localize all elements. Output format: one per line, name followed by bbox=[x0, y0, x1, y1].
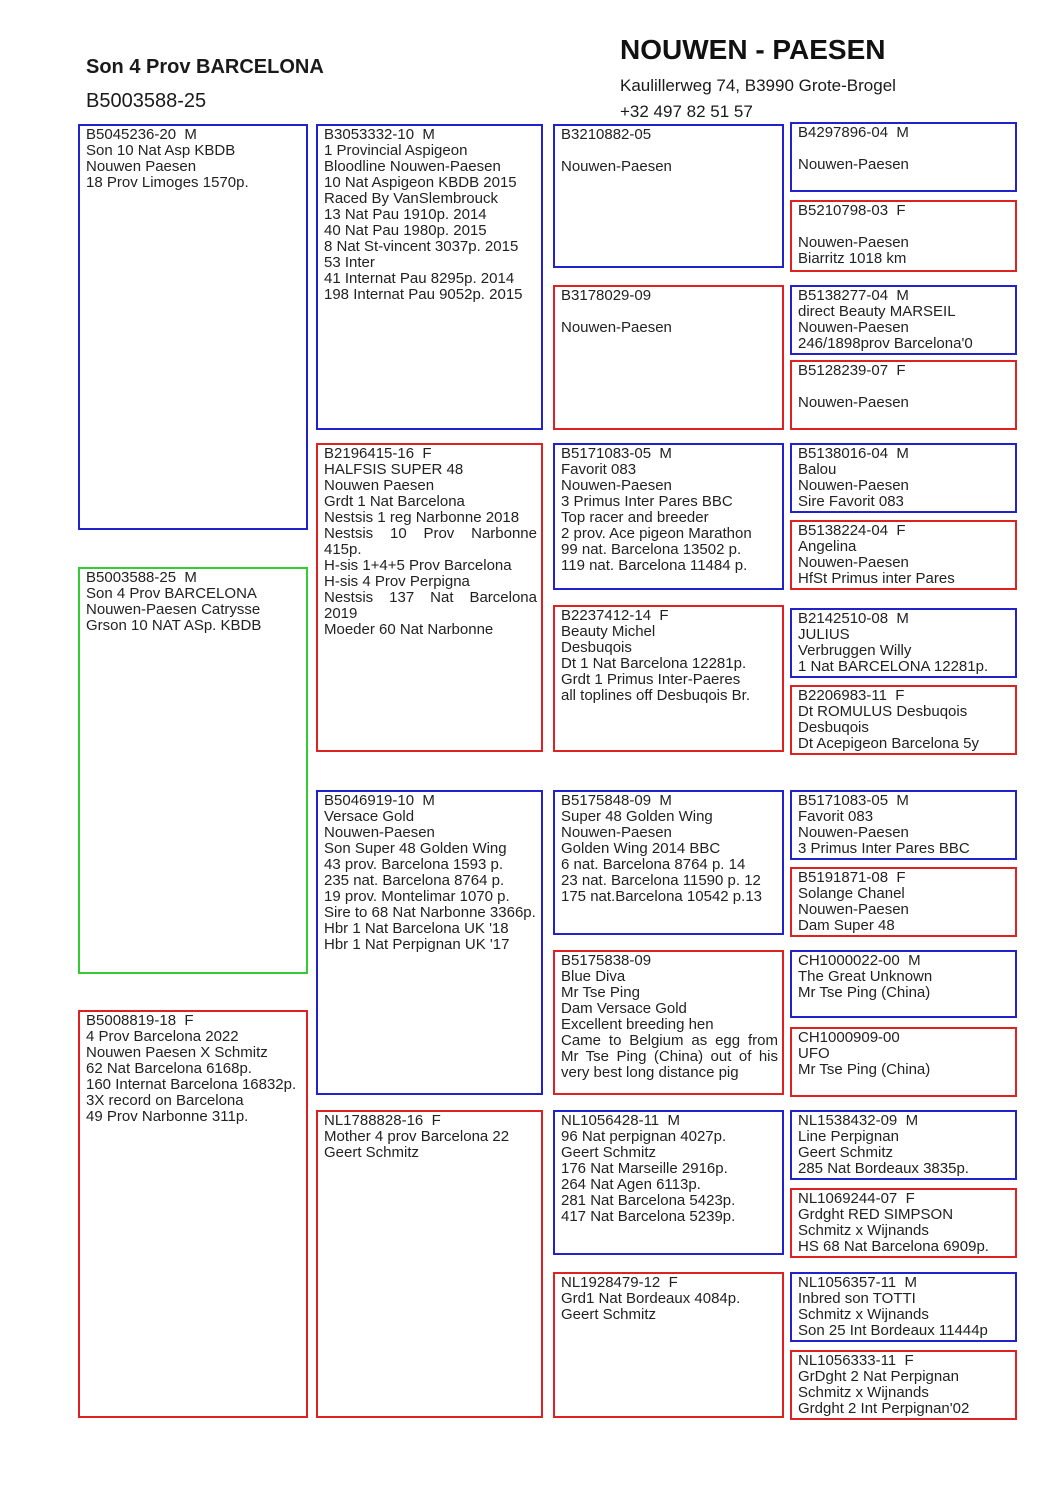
pedigree-box-dam: NL1788828-16 F Mother 4 prov Barcelona 2… bbox=[316, 1110, 543, 1418]
pedigree-box-sire: B3053332-10 M 1 Provincial Aspigeon Bloo… bbox=[316, 124, 543, 430]
ring-number: B2196415-16 F bbox=[324, 445, 432, 462]
pedigree-box-dam: CH1000909-00 UFO Mr Tse Ping (China) bbox=[790, 1027, 1017, 1097]
pigeon-details: Favorit 083 Nouwen-Paesen 3 Primus Inter… bbox=[798, 808, 970, 857]
pedigree-box-dam: B5210798-03 F Nouwen-Paesen Biarritz 101… bbox=[790, 200, 1017, 272]
pedigree-box-sire: B3210882-05 Nouwen-Paesen bbox=[553, 124, 784, 268]
pigeon-details: Line Perpignan Geert Schmitz 285 Nat Bor… bbox=[798, 1128, 969, 1177]
pigeon-details: Solange Chanel Nouwen-Paesen Dam Super 4… bbox=[798, 885, 909, 934]
pigeon-details: HALFSIS SUPER 48 Nouwen Paesen Grdt 1 Na… bbox=[324, 461, 537, 638]
pigeon-details: Grd1 Nat Bordeaux 4084p. Geert Schmitz bbox=[561, 1290, 741, 1323]
ring-number: B5191871-08 F bbox=[798, 869, 906, 886]
ring-number: B2206983-11 F bbox=[798, 687, 905, 704]
pigeon-details: Nouwen-Paesen bbox=[798, 394, 909, 411]
pigeon-details: Balou Nouwen-Paesen Sire Favorit 083 bbox=[798, 461, 909, 510]
ring-number: NL1069244-07 F bbox=[798, 1190, 915, 1207]
ring-number: NL1056428-11 M bbox=[561, 1112, 680, 1129]
pedigree-box-sire: NL1056428-11 M 96 Nat perpignan 4027p. G… bbox=[553, 1110, 784, 1255]
ring-number: NL1056333-11 F bbox=[798, 1352, 914, 1369]
ring-number: B5138224-04 F bbox=[798, 522, 906, 539]
pedigree-box-subject: B5003588-25 M Son 4 Prov BARCELONA Nouwe… bbox=[78, 567, 308, 974]
pigeon-details: JULIUS Verbruggen Willy 1 Nat BARCELONA … bbox=[798, 626, 989, 675]
pedigree-box-dam: B2196415-16 F HALFSIS SUPER 48 Nouwen Pa… bbox=[316, 443, 543, 752]
pedigree-box-sire: NL1056357-11 M Inbred son TOTTI Schmitz … bbox=[790, 1272, 1017, 1342]
ring-number: B5046919-10 M bbox=[324, 792, 435, 809]
pigeon-details: 96 Nat perpignan 4027p. Geert Schmitz 17… bbox=[561, 1128, 736, 1225]
ring-number: B5171083-05 M bbox=[561, 445, 672, 462]
ring-number: B2142510-08 M bbox=[798, 610, 909, 627]
pigeon-details: Nouwen-Paesen bbox=[561, 319, 672, 336]
pedigree-box-dam: B2206983-11 F Dt ROMULUS Desbuqois Desbu… bbox=[790, 685, 1017, 755]
pigeon-details: Super 48 Golden Wing Nouwen-Paesen Golde… bbox=[561, 808, 762, 905]
pigeon-details: 1 Provincial Aspigeon Bloodline Nouwen-P… bbox=[324, 142, 523, 303]
ring-number: B5171083-05 M bbox=[798, 792, 909, 809]
pigeon-details: GrDght 2 Nat Perpignan Schmitz x Wijnand… bbox=[798, 1368, 970, 1417]
pigeon-details: Son 4 Prov BARCELONA Nouwen-Paesen Catry… bbox=[86, 585, 262, 634]
pigeon-details: Beauty Michel Desbuqois Dt 1 Nat Barcelo… bbox=[561, 623, 751, 704]
ring-number: B5003588-25 M bbox=[86, 569, 197, 586]
ring-number: NL1056357-11 M bbox=[798, 1274, 917, 1291]
ring-number: B5138277-04 M bbox=[798, 287, 909, 304]
ring-number: B5128239-07 F bbox=[798, 362, 906, 379]
pedigree-box-sire: CH1000022-00 M The Great Unknown Mr Tse … bbox=[790, 950, 1017, 1018]
pigeon-details: Favorit 083 Nouwen-Paesen 3 Primus Inter… bbox=[561, 461, 752, 574]
pigeon-details: Grdght RED SIMPSON Schmitz x Wijnands HS… bbox=[798, 1206, 989, 1255]
pigeon-details: Nouwen-Paesen bbox=[798, 156, 909, 173]
pedigree-box-sire: B5046919-10 M Versace Gold Nouwen-Paesen… bbox=[316, 790, 543, 1095]
pigeon-details: The Great Unknown Mr Tse Ping (China) bbox=[798, 968, 933, 1001]
ring-number: B3178029-09 bbox=[561, 287, 652, 304]
pedigree-box-sire: B5171083-05 M Favorit 083 Nouwen-Paesen … bbox=[553, 443, 784, 590]
pedigree-box-sire: B5138277-04 M direct Beauty MARSEIL Nouw… bbox=[790, 285, 1017, 355]
pigeon-details: Nouwen-Paesen Biarritz 1018 km bbox=[798, 234, 909, 267]
ring-number: CH1000022-00 M bbox=[798, 952, 921, 969]
pigeon-details: Mother 4 prov Barcelona 22 Geert Schmitz bbox=[324, 1128, 510, 1161]
ring-number: NL1788828-16 F bbox=[324, 1112, 441, 1129]
ring-number: B3053332-10 M bbox=[324, 126, 435, 143]
pedigree-box-dam: B3178029-09 Nouwen-Paesen bbox=[553, 285, 784, 430]
pigeon-details: direct Beauty MARSEIL Nouwen-Paesen 246/… bbox=[798, 303, 973, 352]
pigeon-details: Nouwen-Paesen bbox=[561, 158, 672, 175]
ring-number: B5175838-09 bbox=[561, 952, 652, 969]
ring-number: B4297896-04 M bbox=[798, 124, 909, 141]
pedigree-box-dam: B5175838-09 Blue Diva Mr Tse Ping Dam Ve… bbox=[553, 950, 784, 1095]
pedigree-box-sire: NL1538432-09 M Line Perpignan Geert Schm… bbox=[790, 1110, 1017, 1180]
pedigree-box-sire: B5175848-09 M Super 48 Golden Wing Nouwe… bbox=[553, 790, 784, 935]
pigeon-details: Dt ROMULUS Desbuqois Desbuqois Dt Acepig… bbox=[798, 703, 979, 752]
loft-name: NOUWEN - PAESEN bbox=[620, 34, 886, 65]
pedigree-box-dam: NL1056333-11 F GrDght 2 Nat Perpignan Sc… bbox=[790, 1350, 1017, 1420]
pedigree-box-sire: B2142510-08 M JULIUS Verbruggen Willy 1 … bbox=[790, 608, 1017, 678]
pigeon-details: Inbred son TOTTI Schmitz x Wijnands Son … bbox=[798, 1290, 988, 1339]
pedigree-box-dam: B2237412-14 F Beauty Michel Desbuqois Dt… bbox=[553, 605, 784, 752]
ring-number: B5045236-20 M bbox=[86, 126, 197, 143]
ring-number: B3210882-05 bbox=[561, 126, 652, 143]
pigeon-details: Blue Diva Mr Tse Ping Dam Versace Gold E… bbox=[561, 968, 778, 1081]
subject-ring-number: B5003588-25 bbox=[86, 90, 207, 112]
pedigree-box-dam: B5008819-18 F 4 Prov Barcelona 2022 Nouw… bbox=[78, 1010, 308, 1418]
pedigree-box-dam: B5191871-08 F Solange Chanel Nouwen-Paes… bbox=[790, 867, 1017, 937]
ring-number: NL1538432-09 M bbox=[798, 1112, 919, 1129]
pedigree-box-sire: B5171083-05 M Favorit 083 Nouwen-Paesen … bbox=[790, 790, 1017, 860]
subject-title: Son 4 Prov BARCELONA bbox=[86, 56, 324, 78]
pedigree-box-dam: B5128239-07 F Nouwen-Paesen bbox=[790, 360, 1017, 430]
ring-number: CH1000909-00 bbox=[798, 1029, 900, 1046]
pedigree-box-sire: B4297896-04 M Nouwen-Paesen bbox=[790, 122, 1017, 192]
pedigree-box-dam: B5138224-04 F Angelina Nouwen-Paesen HfS… bbox=[790, 520, 1017, 590]
loft-phone: +32 497 82 51 57 bbox=[620, 102, 753, 121]
pedigree-box-dam: NL1928479-12 F Grd1 Nat Bordeaux 4084p. … bbox=[553, 1272, 784, 1418]
loft-address: Kaulillerweg 74, B3990 Grote-Brogel bbox=[620, 76, 896, 95]
ring-number: B5008819-18 F bbox=[86, 1012, 194, 1029]
ring-number: NL1928479-12 F bbox=[561, 1274, 678, 1291]
pedigree-box-sire: B5045236-20 M Son 10 Nat Asp KBDB Nouwen… bbox=[78, 124, 308, 530]
pigeon-details: Son 10 Nat Asp KBDB Nouwen Paesen 18 Pro… bbox=[86, 142, 249, 191]
ring-number: B2237412-14 F bbox=[561, 607, 669, 624]
pigeon-details: Versace Gold Nouwen-Paesen Son Super 48 … bbox=[324, 808, 536, 953]
pigeon-details: 4 Prov Barcelona 2022 Nouwen Paesen X Sc… bbox=[86, 1028, 297, 1125]
pedigree-box-sire: B5138016-04 M Balou Nouwen-Paesen Sire F… bbox=[790, 443, 1017, 513]
ring-number: B5175848-09 M bbox=[561, 792, 672, 809]
ring-number: B5138016-04 M bbox=[798, 445, 909, 462]
ring-number: B5210798-03 F bbox=[798, 202, 906, 219]
pigeon-details: UFO Mr Tse Ping (China) bbox=[798, 1045, 931, 1078]
pedigree-box-dam: NL1069244-07 F Grdght RED SIMPSON Schmit… bbox=[790, 1188, 1017, 1258]
pigeon-details: Angelina Nouwen-Paesen HfSt Primus inter… bbox=[798, 538, 955, 587]
